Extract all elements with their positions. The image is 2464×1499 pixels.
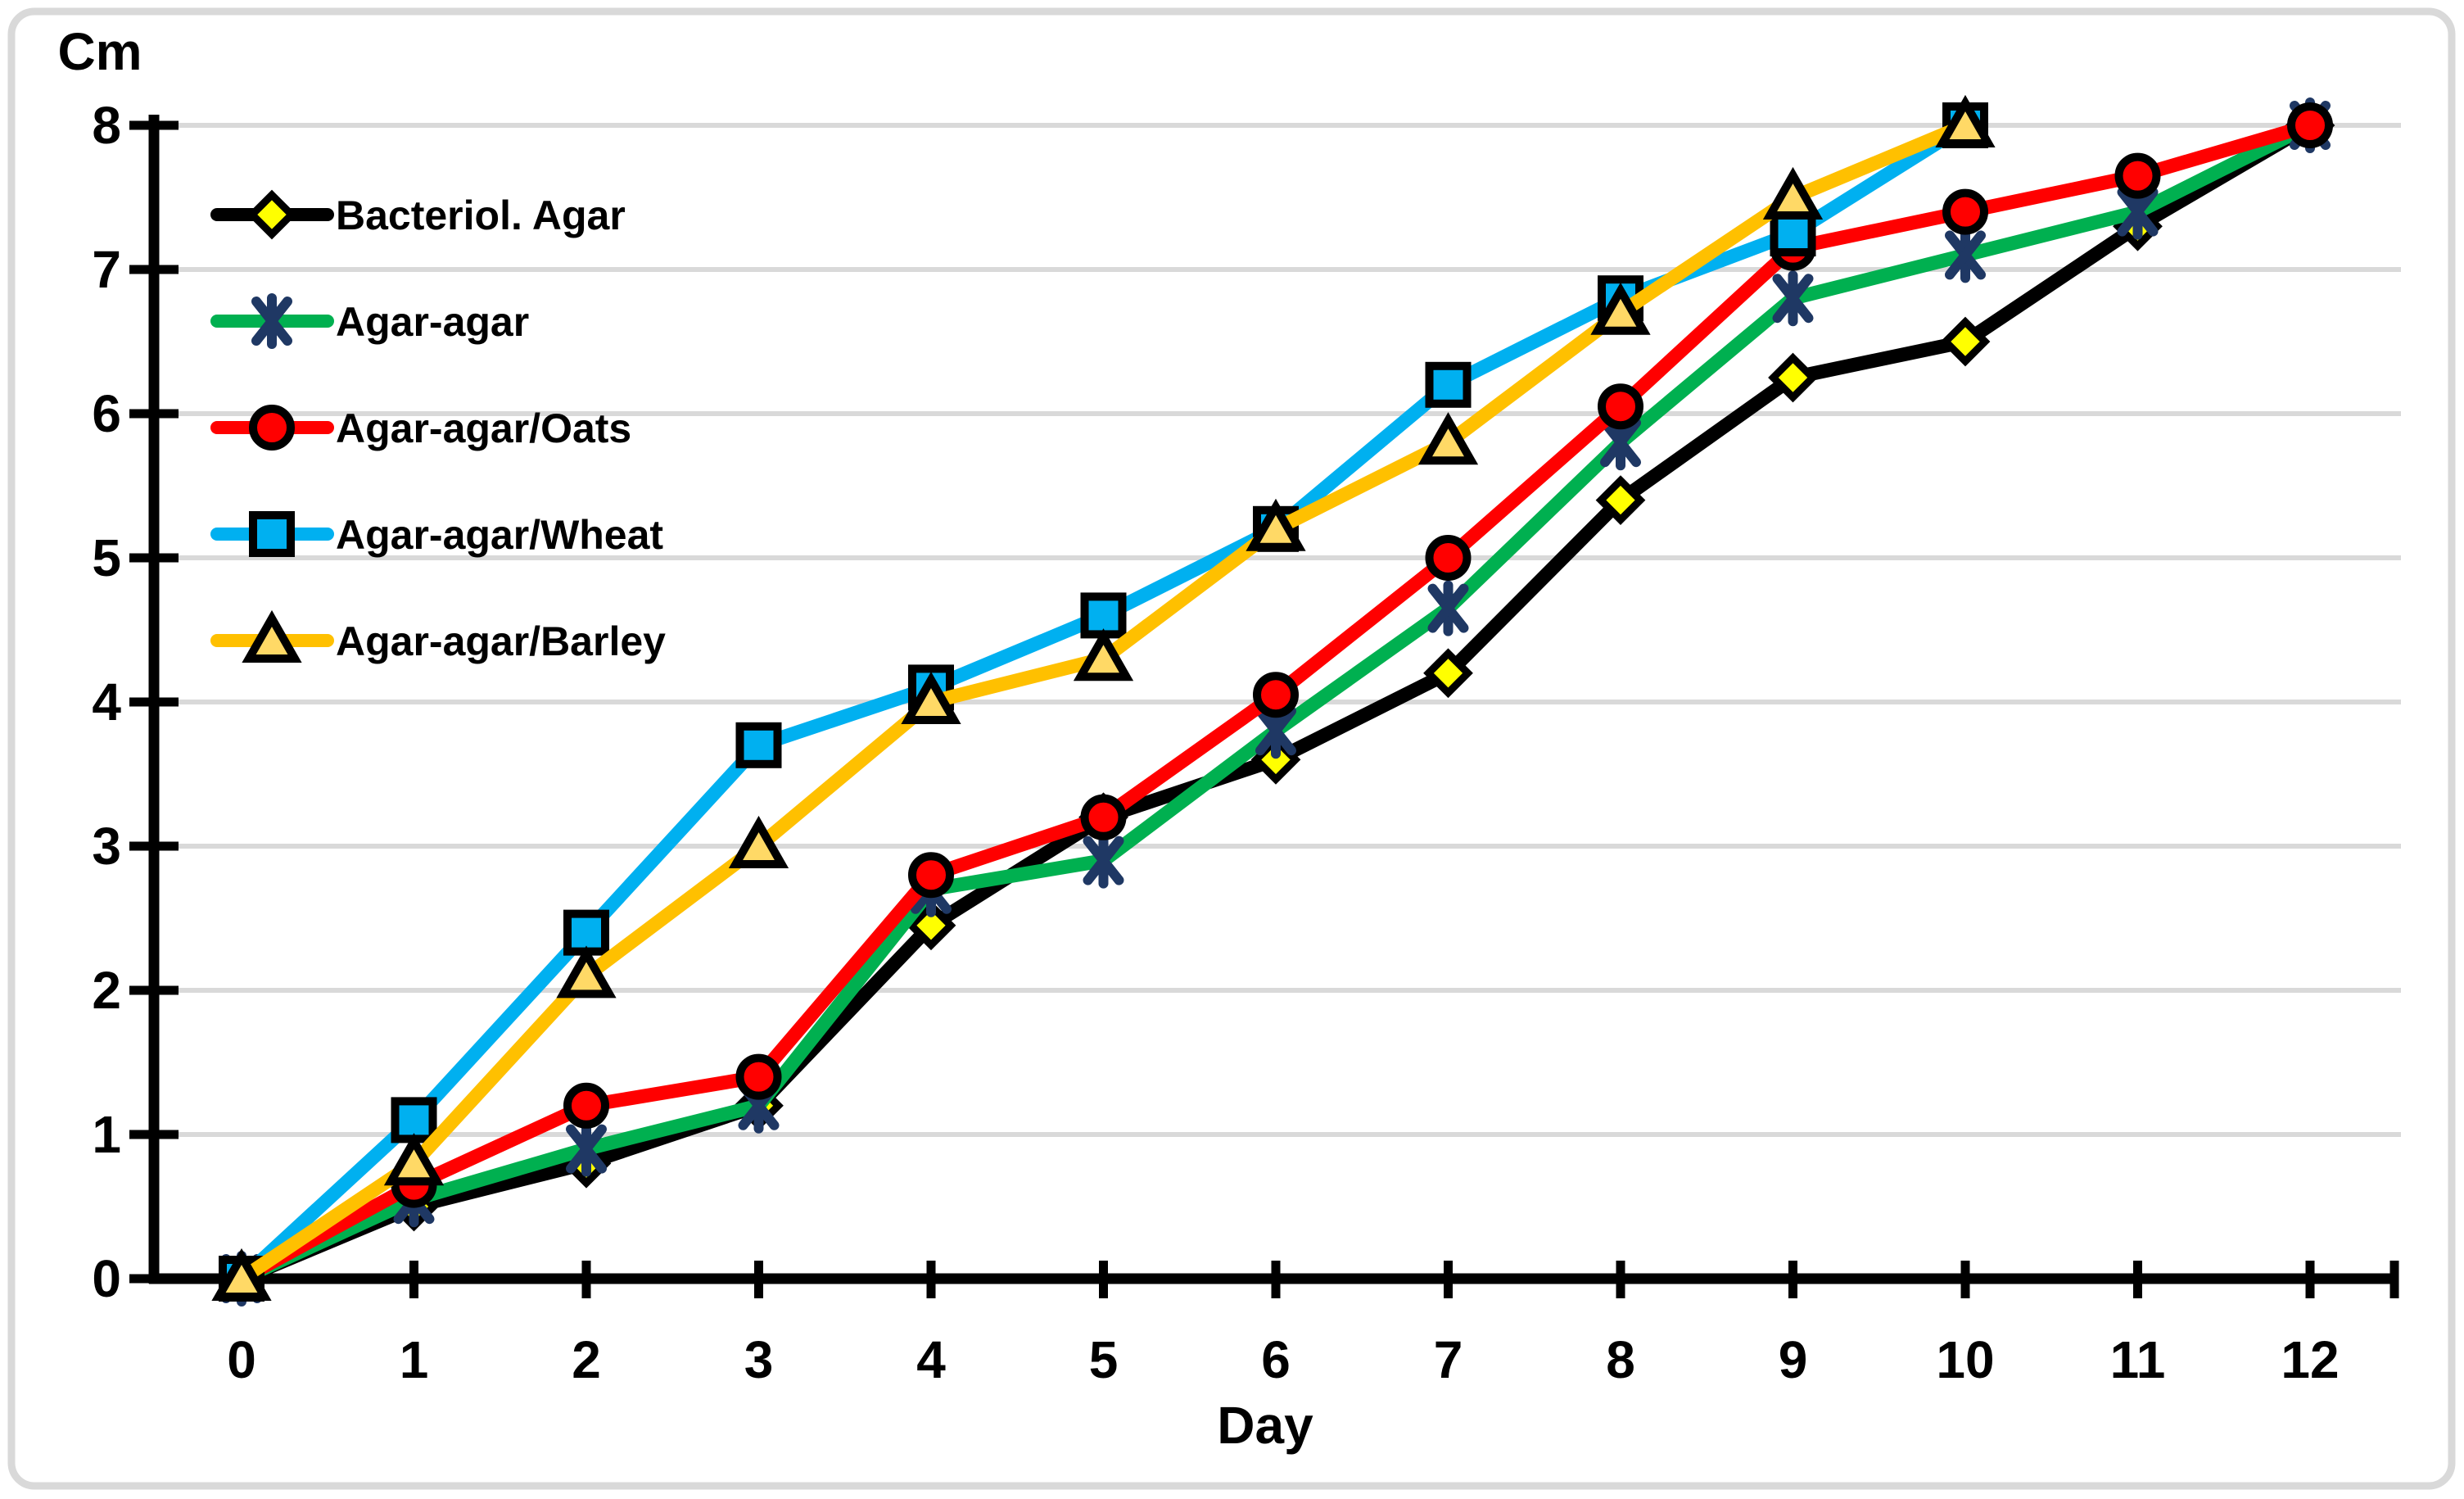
square-marker <box>1425 361 1472 408</box>
square-marker <box>1770 211 1816 256</box>
x-tick-label: 10 <box>1936 1330 1994 1389</box>
asterisk-marker <box>1083 836 1124 885</box>
y-tick-label: 6 <box>92 384 121 443</box>
triangle-marker <box>901 671 961 724</box>
asterisk-marker <box>1255 706 1296 756</box>
y-tick-label: 1 <box>92 1105 121 1164</box>
triangle-marker <box>242 609 302 663</box>
asterisk-marker <box>1427 583 1469 633</box>
circle-marker <box>1080 794 1127 840</box>
diamond-marker <box>906 900 956 951</box>
circle-marker <box>1942 188 1988 235</box>
legend-label: Agar-agar/Oats <box>336 405 631 451</box>
y-tick-label: 4 <box>92 673 121 731</box>
triangle-marker <box>728 815 789 868</box>
asterisk-marker <box>1600 418 1641 468</box>
x-tick-label: 2 <box>572 1330 601 1389</box>
triangle-marker <box>383 1133 445 1186</box>
asterisk-marker <box>251 297 292 346</box>
asterisk-marker <box>2117 187 2159 237</box>
diamond-marker <box>1423 648 1473 699</box>
y-tick-label: 0 <box>92 1249 121 1308</box>
circle-marker <box>249 405 295 451</box>
x-tick-label: 6 <box>1261 1330 1291 1389</box>
triangle-marker <box>1246 498 1306 551</box>
x-tick-label: 3 <box>744 1330 774 1389</box>
x-tick-label: 11 <box>2110 1330 2166 1389</box>
x-tick-label: 1 <box>400 1330 429 1389</box>
circle-marker <box>2287 102 2333 148</box>
triangle-marker <box>1590 282 1651 335</box>
circle-marker <box>563 1082 609 1129</box>
circle-marker <box>735 1053 782 1100</box>
legend-label: Agar-agar <box>336 299 529 345</box>
diamond-marker <box>1940 316 1991 367</box>
y-tick-label: 5 <box>92 528 121 587</box>
circle-marker <box>908 852 954 899</box>
asterisk-marker <box>1945 230 1986 280</box>
figure-border <box>7 7 2456 1490</box>
triangle-marker <box>1417 412 1479 465</box>
square-marker <box>735 722 782 768</box>
circle-marker <box>1425 535 1472 581</box>
circle-marker <box>1253 672 1299 718</box>
x-tick-label: 4 <box>916 1330 946 1389</box>
triangle-marker <box>211 1248 272 1301</box>
x-tick-label: 5 <box>1089 1330 1119 1389</box>
asterisk-marker <box>566 1124 607 1174</box>
circle-marker <box>1598 383 1643 430</box>
legend-label: Agar-agar/Barley <box>336 618 666 664</box>
triangle-marker <box>1762 166 1824 220</box>
diamond-marker <box>1768 352 1818 403</box>
circle-marker <box>2114 152 2161 199</box>
asterisk-marker <box>1772 274 1814 324</box>
x-tick-label: 7 <box>1434 1330 1463 1389</box>
y-axis-title: Cm <box>57 22 142 81</box>
triangle-marker <box>1935 94 1996 147</box>
y-tick-label: 8 <box>92 96 121 155</box>
x-tick-label: 8 <box>1606 1330 1635 1389</box>
legend-label: Agar-agar/Wheat <box>336 512 663 558</box>
diamond-marker <box>246 189 297 240</box>
x-axis-title: Day <box>1217 1396 1313 1455</box>
y-tick-label: 7 <box>92 240 121 299</box>
x-tick-label: 0 <box>227 1330 256 1389</box>
triangle-marker <box>556 945 617 999</box>
x-tick-label: 12 <box>2281 1330 2339 1389</box>
y-tick-label: 2 <box>92 961 121 1020</box>
legend-label: Bacteriol. Agar <box>336 192 626 238</box>
y-tick-label: 3 <box>92 817 121 876</box>
diamond-marker <box>1595 475 1646 525</box>
triangle-marker <box>1073 628 1134 682</box>
x-tick-label: 9 <box>1779 1330 1808 1389</box>
square-marker <box>249 511 295 557</box>
